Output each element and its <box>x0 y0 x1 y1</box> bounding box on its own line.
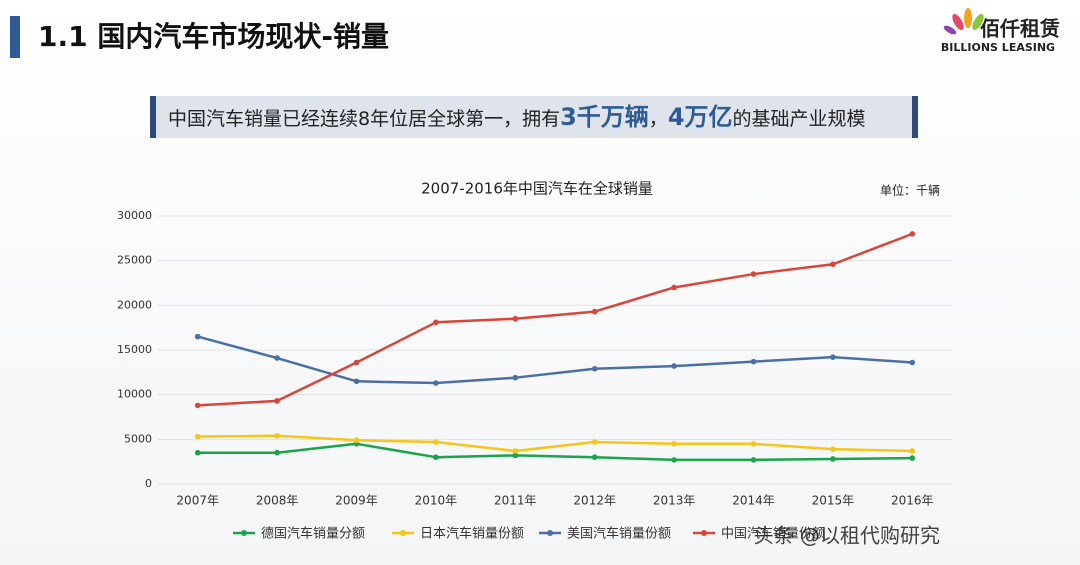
data-point <box>433 319 439 326</box>
logo-en: BILLIONS LEASING <box>941 41 1055 54</box>
data-point <box>274 398 280 404</box>
data-point <box>274 355 280 361</box>
data-point <box>194 449 201 456</box>
x-tick-label: 2012年 <box>573 494 616 508</box>
banner-text: 中国汽车销量已经连续8年位居全球第一，拥有 <box>168 108 561 130</box>
x-tick-label: 2008年 <box>256 494 299 508</box>
y-tick-label: 15000 <box>117 343 152 356</box>
data-point <box>512 315 519 322</box>
data-point <box>909 359 916 366</box>
data-point <box>194 333 201 340</box>
y-tick-label: 25000 <box>117 254 152 267</box>
data-point <box>591 439 598 445</box>
data-point <box>671 284 677 291</box>
data-point <box>353 359 360 366</box>
data-point <box>830 354 836 360</box>
data-point <box>194 433 201 440</box>
data-point <box>830 456 836 462</box>
y-tick-label: 10000 <box>117 388 152 401</box>
x-tick-label: 2011年 <box>494 494 537 508</box>
data-point <box>433 439 439 445</box>
data-point <box>591 454 598 461</box>
logo-mark <box>943 8 984 35</box>
data-point <box>433 454 439 461</box>
data-point <box>671 363 677 369</box>
banner-highlight: 4万亿 <box>667 103 733 131</box>
series-line <box>197 335 913 385</box>
x-tick-label: 2013年 <box>653 494 696 508</box>
data-point <box>194 402 201 409</box>
x-tick-label: 2015年 <box>812 494 855 508</box>
unit-label: 单位：千辆 <box>880 183 940 198</box>
x-tick-label: 2007年 <box>176 494 219 508</box>
data-point <box>750 271 757 277</box>
data-point <box>433 380 439 386</box>
data-point <box>353 378 360 385</box>
legend-swatch-dot <box>241 530 247 536</box>
data-point <box>591 365 598 372</box>
data-point <box>274 449 280 456</box>
series-line <box>197 232 913 407</box>
series-line <box>197 434 913 453</box>
legend-swatch-dot <box>400 530 406 536</box>
data-point <box>750 457 757 463</box>
data-point <box>750 441 757 447</box>
y-tick-label: 5000 <box>124 432 152 445</box>
banner-highlight: 3千万辆 <box>560 103 649 131</box>
series-line <box>197 442 913 462</box>
data-point <box>671 441 677 447</box>
data-point <box>591 308 598 315</box>
y-tick-label: 0 <box>145 477 152 490</box>
watermark: 头条 @以租代购研究 <box>754 524 940 548</box>
data-point <box>671 457 677 463</box>
data-point <box>830 261 836 268</box>
slide-title: 1.1 国内汽车市场现状-销量 <box>38 20 389 53</box>
data-point <box>909 455 916 461</box>
banner-text: 的基础产业规模 <box>732 108 866 130</box>
data-point <box>274 432 280 439</box>
x-tick-label: 2009年 <box>335 494 378 508</box>
x-tick-label: 2010年 <box>415 494 458 508</box>
data-point <box>909 448 916 454</box>
x-tick-label: 2016年 <box>891 494 934 508</box>
data-point <box>512 374 519 381</box>
legend-label: 德国汽车销量分额 <box>261 526 365 542</box>
data-point <box>909 231 916 237</box>
banner: 中国汽车销量已经连续8年位居全球第一，拥有3千万辆，4万亿的基础产业规模 <box>150 96 918 138</box>
x-tick-label: 2014年 <box>732 494 775 508</box>
legend-swatch-dot <box>547 530 553 536</box>
banner-text: ， <box>648 108 668 130</box>
legend-label: 中国汽车销量份额 <box>721 526 825 542</box>
legend-label: 美国汽车销量份额 <box>567 526 671 542</box>
data-point <box>750 358 757 365</box>
y-tick-label: 20000 <box>117 298 152 311</box>
logo-cn: 佰仟租赁 <box>980 17 1060 41</box>
title-accent <box>10 16 20 58</box>
legend-swatch-dot <box>701 530 707 536</box>
data-point <box>353 437 360 444</box>
data-point <box>512 448 519 454</box>
data-point <box>830 446 836 452</box>
chart-title: 2007-2016年中国汽车在全球销量 <box>421 180 653 198</box>
legend-label: 日本汽车销量份额 <box>420 526 524 542</box>
y-tick-label: 30000 <box>117 209 152 222</box>
data-point <box>512 452 519 459</box>
